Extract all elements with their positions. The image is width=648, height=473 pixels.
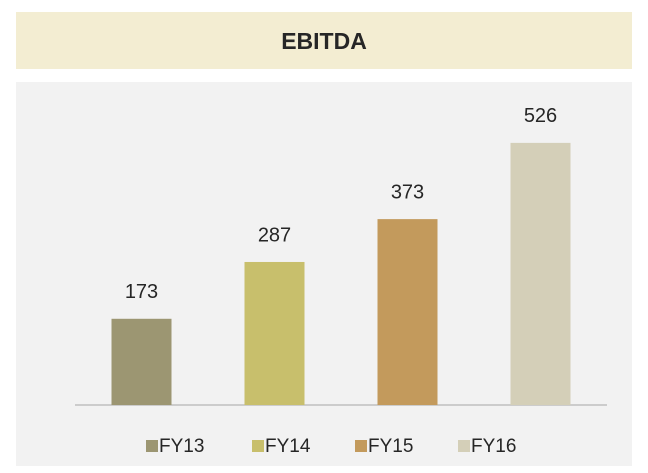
legend-label: FY14 [265, 436, 311, 457]
bar [244, 261, 305, 405]
legend-swatch [355, 440, 367, 452]
legend-swatch [252, 440, 264, 452]
value-label: 287 [258, 224, 291, 246]
legend-label: FY16 [471, 436, 516, 457]
bar [510, 142, 571, 406]
legend-swatch [146, 440, 158, 452]
value-label: 173 [125, 281, 158, 303]
bar [377, 219, 438, 405]
value-label: 373 [391, 181, 424, 203]
legend-swatch [458, 440, 470, 452]
legend-label: FY13 [159, 436, 204, 457]
value-label: 526 [524, 105, 557, 127]
bar [111, 318, 172, 405]
legend-label: FY15 [368, 436, 413, 457]
chart-title: EBITDA [281, 28, 367, 54]
title-band [16, 12, 632, 69]
